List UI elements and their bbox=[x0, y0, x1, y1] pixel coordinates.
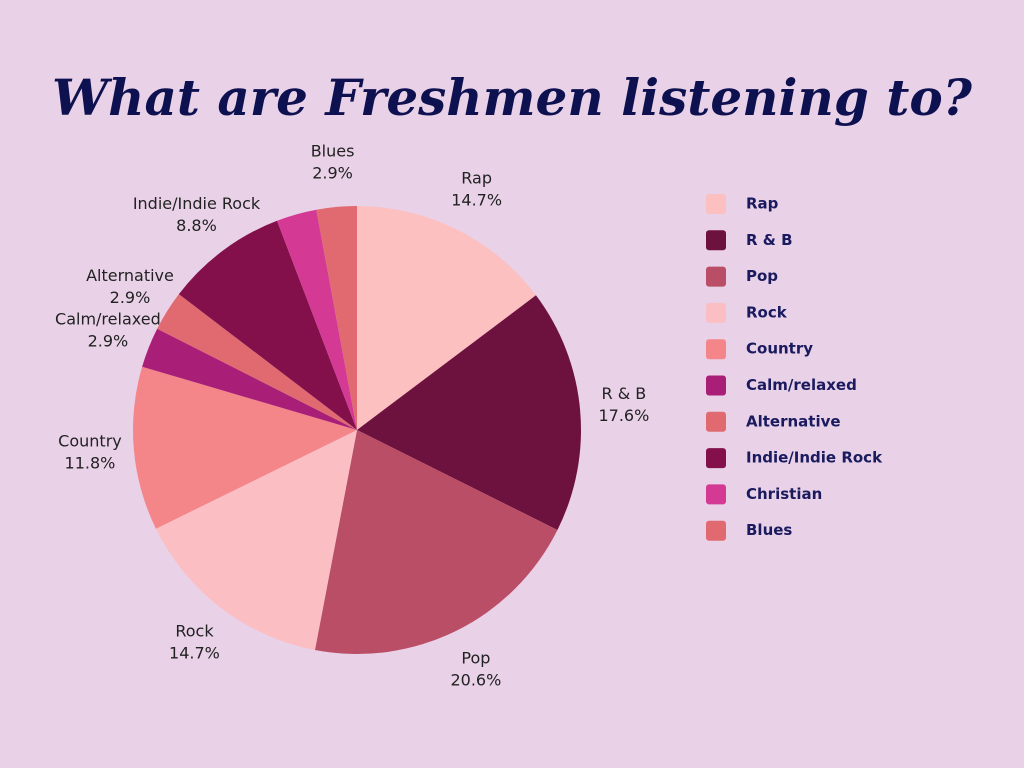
legend-swatch bbox=[706, 448, 726, 469]
slice-label: R & B bbox=[602, 384, 647, 403]
slice-value-label: 14.7% bbox=[169, 644, 220, 663]
pie-slice bbox=[133, 366, 357, 529]
pie-slice bbox=[357, 206, 536, 430]
pie-slice bbox=[316, 206, 357, 430]
slice-value-label: 20.6% bbox=[450, 671, 501, 690]
slice-value-label: 2.9% bbox=[312, 164, 353, 183]
slice-value-label: 2.9% bbox=[88, 332, 129, 351]
pie-slice bbox=[142, 328, 357, 430]
slice-label: Alternative bbox=[86, 266, 174, 285]
legend-swatch bbox=[706, 194, 726, 214]
legend-swatch bbox=[706, 520, 726, 541]
pie-slice bbox=[277, 209, 357, 430]
legend-label: R & B bbox=[746, 231, 793, 249]
legend-label: Alternative bbox=[746, 412, 841, 430]
slice-value-label: 8.8% bbox=[176, 216, 217, 235]
legend-swatch bbox=[706, 411, 726, 432]
slice-label: Indie/Indie Rock bbox=[133, 194, 261, 213]
slice-value-label: 17.6% bbox=[598, 406, 649, 425]
slice-label: Country bbox=[58, 431, 122, 450]
legend-label: Christian bbox=[746, 485, 822, 503]
legend-swatch bbox=[706, 230, 726, 251]
legend-label: Calm/relaxed bbox=[746, 376, 857, 394]
legend-label: Indie/Indie Rock bbox=[746, 449, 883, 467]
slice-label: Calm/relaxed bbox=[55, 310, 161, 329]
legend-swatch bbox=[706, 266, 726, 287]
legend-label: Blues bbox=[746, 521, 792, 539]
legend-swatch bbox=[706, 339, 726, 360]
slice-label: Rap bbox=[461, 169, 492, 188]
legend-label: Rap bbox=[746, 195, 779, 213]
pie-slice bbox=[155, 430, 357, 651]
legend-swatch bbox=[706, 302, 726, 323]
slice-value-label: 11.8% bbox=[65, 453, 116, 472]
chart-title: What are Freshmen listening to? bbox=[52, 68, 973, 127]
pie-slice bbox=[357, 295, 581, 530]
slice-value-label: 14.7% bbox=[451, 191, 502, 210]
pie-slice bbox=[178, 220, 357, 430]
legend-label: Pop bbox=[746, 267, 778, 285]
pie-slice bbox=[157, 294, 357, 430]
slice-label: Pop bbox=[461, 649, 490, 668]
slice-label: Blues bbox=[311, 142, 355, 161]
legend-swatch bbox=[706, 484, 726, 505]
legend-swatch bbox=[706, 375, 726, 396]
slice-value-label: 2.9% bbox=[110, 288, 151, 307]
legend-label: Country bbox=[746, 340, 813, 358]
legend-label: Rock bbox=[746, 303, 788, 321]
pie-slice bbox=[314, 430, 558, 655]
slice-label: Rock bbox=[175, 622, 214, 641]
